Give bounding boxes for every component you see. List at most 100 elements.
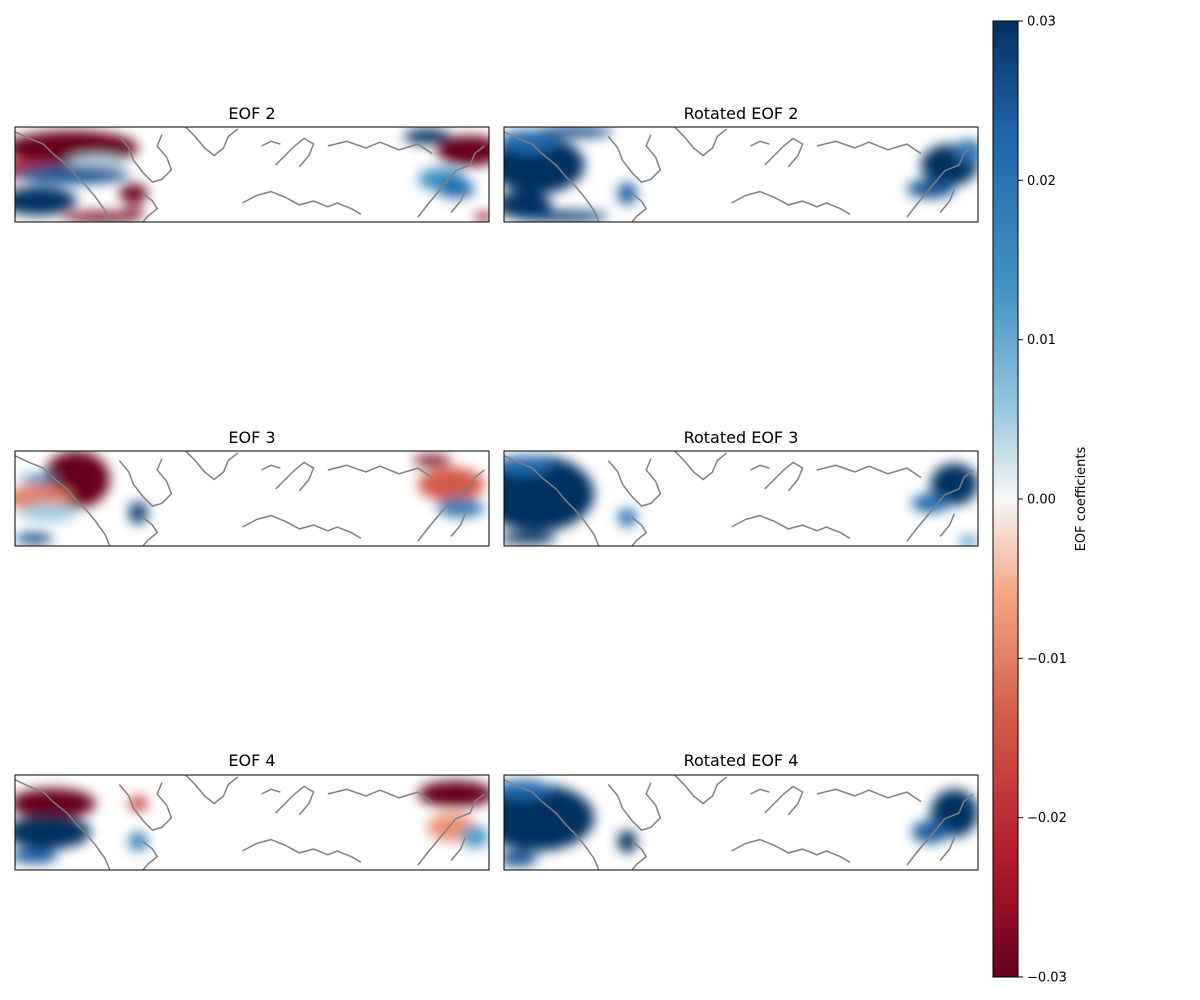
coastline-4 — [750, 785, 804, 816]
colorbar-tick-label: 0.01 — [1027, 333, 1056, 348]
coastline-3 — [674, 127, 728, 157]
anomaly-region-3 — [19, 503, 77, 523]
anomaly-region-4 — [930, 463, 978, 506]
coastline-4 — [750, 461, 804, 492]
coastline-5 — [731, 190, 851, 216]
coastline-0 — [504, 779, 600, 870]
colorbar-tick-label: 0.02 — [1027, 174, 1056, 189]
coastline-2 — [142, 840, 159, 870]
coastline-1 — [607, 134, 662, 183]
coastline-2 — [631, 516, 648, 546]
coastline-0 — [15, 455, 111, 546]
coastline-0 — [504, 455, 600, 546]
colorbar-tick-label: −0.02 — [1027, 811, 1067, 826]
anomaly-region-1 — [504, 129, 557, 153]
coastlines — [15, 451, 485, 546]
map-frame — [503, 774, 979, 871]
colorbar-gradient — [992, 20, 1019, 978]
coastline-0 — [15, 779, 111, 870]
coastline-1 — [118, 782, 173, 831]
anomaly-region-0 — [504, 784, 595, 851]
anomaly-region-5 — [128, 501, 148, 525]
coastline-6 — [327, 464, 433, 479]
coastline-7 — [906, 793, 974, 866]
coastline-5 — [731, 514, 851, 540]
data-field — [504, 779, 978, 867]
map-panel-eof-4 — [14, 774, 490, 871]
anomaly-region-5 — [911, 820, 950, 844]
anomaly-region-7 — [460, 825, 489, 849]
coastline-5 — [731, 838, 851, 864]
coastline-6 — [327, 788, 433, 803]
coastline-1 — [607, 458, 662, 507]
data-field — [504, 127, 978, 222]
data-field — [15, 780, 489, 864]
coastline-5 — [242, 838, 362, 864]
map-background — [15, 775, 489, 870]
map-panel-eof-2 — [14, 126, 490, 223]
coastlines — [504, 451, 974, 546]
anomaly-region-1 — [15, 814, 91, 850]
coastline-3 — [185, 775, 239, 805]
map-panel-rotated-eof-4 — [503, 774, 979, 871]
coastline-6 — [816, 464, 922, 479]
map-frame — [503, 126, 979, 223]
coastline-3 — [674, 775, 728, 805]
coastlines — [504, 775, 974, 870]
map-frame — [14, 450, 490, 547]
anomaly-region-3 — [15, 165, 129, 184]
coastline-2 — [631, 192, 648, 222]
coastline-5 — [242, 190, 362, 216]
coastline-8 — [939, 189, 955, 213]
panel-title-eof-2: EOF 2 — [228, 104, 275, 123]
coastline-4 — [261, 461, 315, 492]
colorbar-tick-label: −0.03 — [1027, 971, 1067, 986]
coastline-6 — [327, 140, 433, 155]
data-field — [504, 455, 978, 546]
data-field — [15, 451, 485, 545]
coastline-4 — [261, 137, 315, 168]
colorbar-label: EOF coefficients — [1074, 446, 1089, 551]
anomaly-region-8 — [413, 454, 452, 467]
coastline-2 — [142, 192, 159, 222]
coastline-6 — [816, 788, 922, 803]
anomaly-region-5 — [417, 780, 489, 808]
panel-title-eof-3: EOF 3 — [228, 428, 275, 447]
coastline-3 — [185, 451, 239, 481]
coastline-1 — [607, 782, 662, 831]
colorbar-tick-label: −0.01 — [1027, 652, 1067, 667]
coastline-0 — [504, 131, 600, 222]
coastline-8 — [450, 837, 466, 861]
anomaly-region-0 — [15, 788, 96, 819]
coastline-6 — [816, 140, 922, 155]
anomaly-region-5 — [62, 211, 139, 222]
anomaly-region-4 — [15, 186, 77, 216]
panel-title-eof-4: EOF 4 — [228, 751, 275, 770]
colorbar-ticks: 0.03 0.02 0.01 0.00 −0.01 −0.02 −0.03 — [1018, 15, 1067, 986]
colorbar-tick-label: 0.03 — [1027, 15, 1056, 30]
coastline-3 — [674, 451, 728, 481]
coastlines — [15, 775, 485, 870]
map-panel-rotated-eof-3 — [503, 450, 979, 547]
anomaly-region-5 — [911, 493, 950, 513]
anomaly-region-8 — [436, 135, 489, 166]
anomaly-region-4 — [15, 532, 53, 545]
coastline-1 — [118, 134, 173, 183]
coastline-2 — [631, 840, 648, 870]
coastline-4 — [261, 785, 315, 816]
colorbar: 0.03 0.02 0.01 0.00 −0.01 −0.02 −0.03 EOF coef… — [992, 15, 1089, 986]
coastline-5 — [242, 514, 362, 540]
coastline-8 — [450, 189, 466, 213]
map-panel-rotated-eof-2 — [503, 126, 979, 223]
coastline-7 — [417, 469, 485, 542]
anomaly-region-2 — [504, 532, 557, 545]
anomaly-region-11 — [436, 179, 475, 199]
coastlines — [504, 127, 974, 222]
coastlines — [15, 127, 485, 222]
data-field — [15, 128, 489, 222]
anomaly-region-7 — [124, 206, 143, 219]
anomaly-region-9 — [403, 128, 452, 145]
coastline-1 — [118, 458, 173, 507]
map-frame — [14, 126, 490, 223]
